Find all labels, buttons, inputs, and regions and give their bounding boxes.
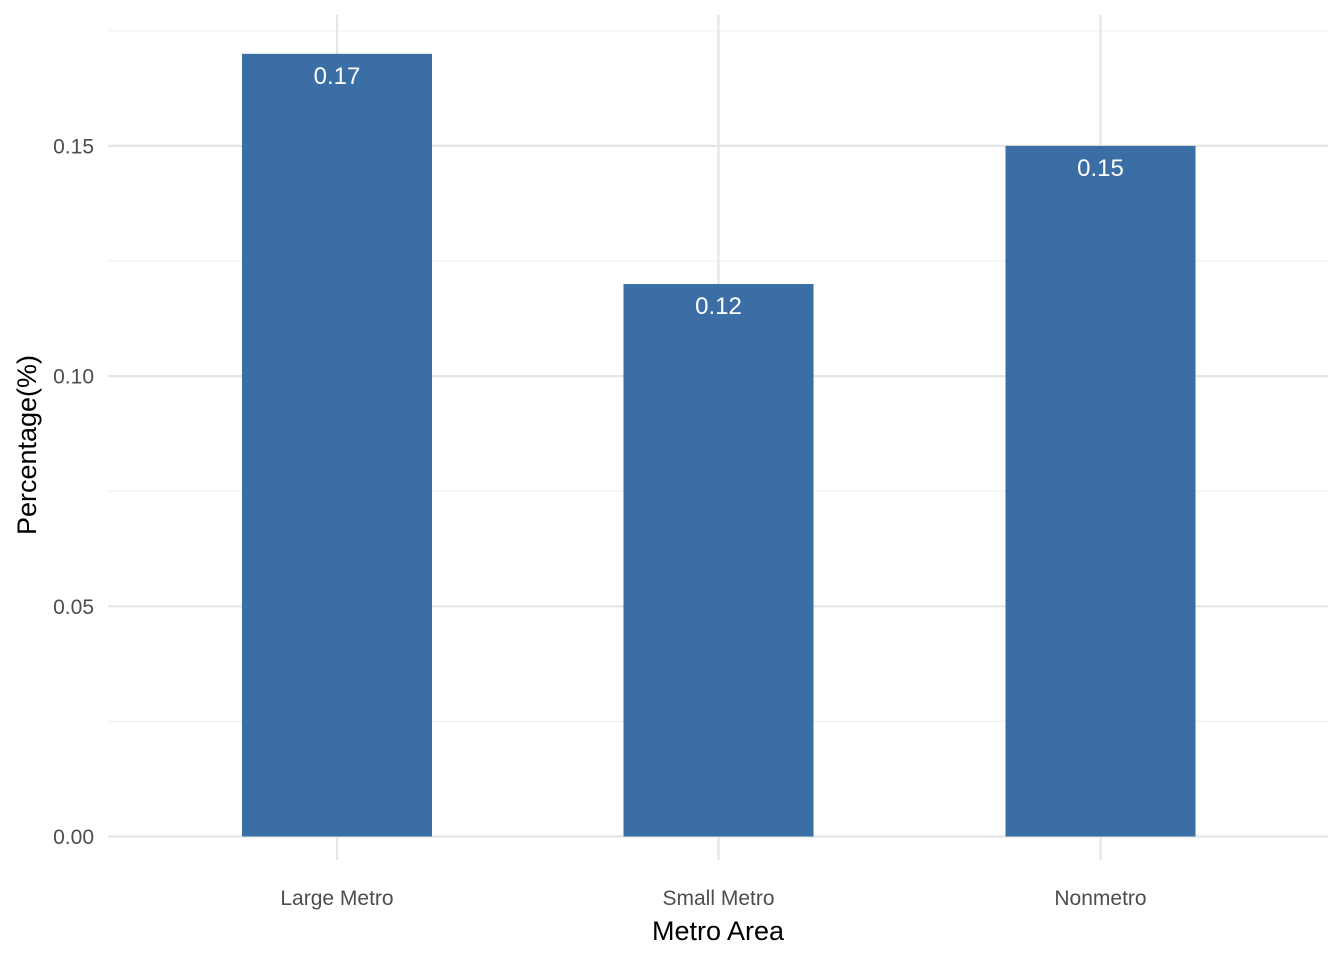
bar-value-label: 0.12 xyxy=(695,293,742,320)
bar-value-label: 0.17 xyxy=(314,63,361,90)
x-tick-label: Small Metro xyxy=(662,887,774,910)
y-tick-label: 0.10 xyxy=(53,366,94,389)
y-axis-ticks: 0.00 0.05 0.10 0.15 xyxy=(53,135,94,849)
x-tick-label: Large Metro xyxy=(280,887,393,910)
bar xyxy=(1005,145,1196,837)
y-tick-label: 0.05 xyxy=(53,596,94,619)
bars xyxy=(242,53,1196,837)
bar xyxy=(242,53,432,837)
data-labels: 0.17 0.12 0.15 xyxy=(314,63,1124,320)
x-axis-ticks: Large Metro Small Metro Nonmetro xyxy=(280,887,1146,910)
y-axis-title: Percentage(%) xyxy=(12,355,42,535)
bar xyxy=(623,284,814,837)
bar-value-label: 0.15 xyxy=(1077,155,1124,182)
y-tick-label: 0.00 xyxy=(53,826,94,849)
x-tick-label: Nonmetro xyxy=(1054,887,1146,910)
x-axis-title: Metro Area xyxy=(652,916,785,946)
y-tick-label: 0.15 xyxy=(53,135,94,158)
